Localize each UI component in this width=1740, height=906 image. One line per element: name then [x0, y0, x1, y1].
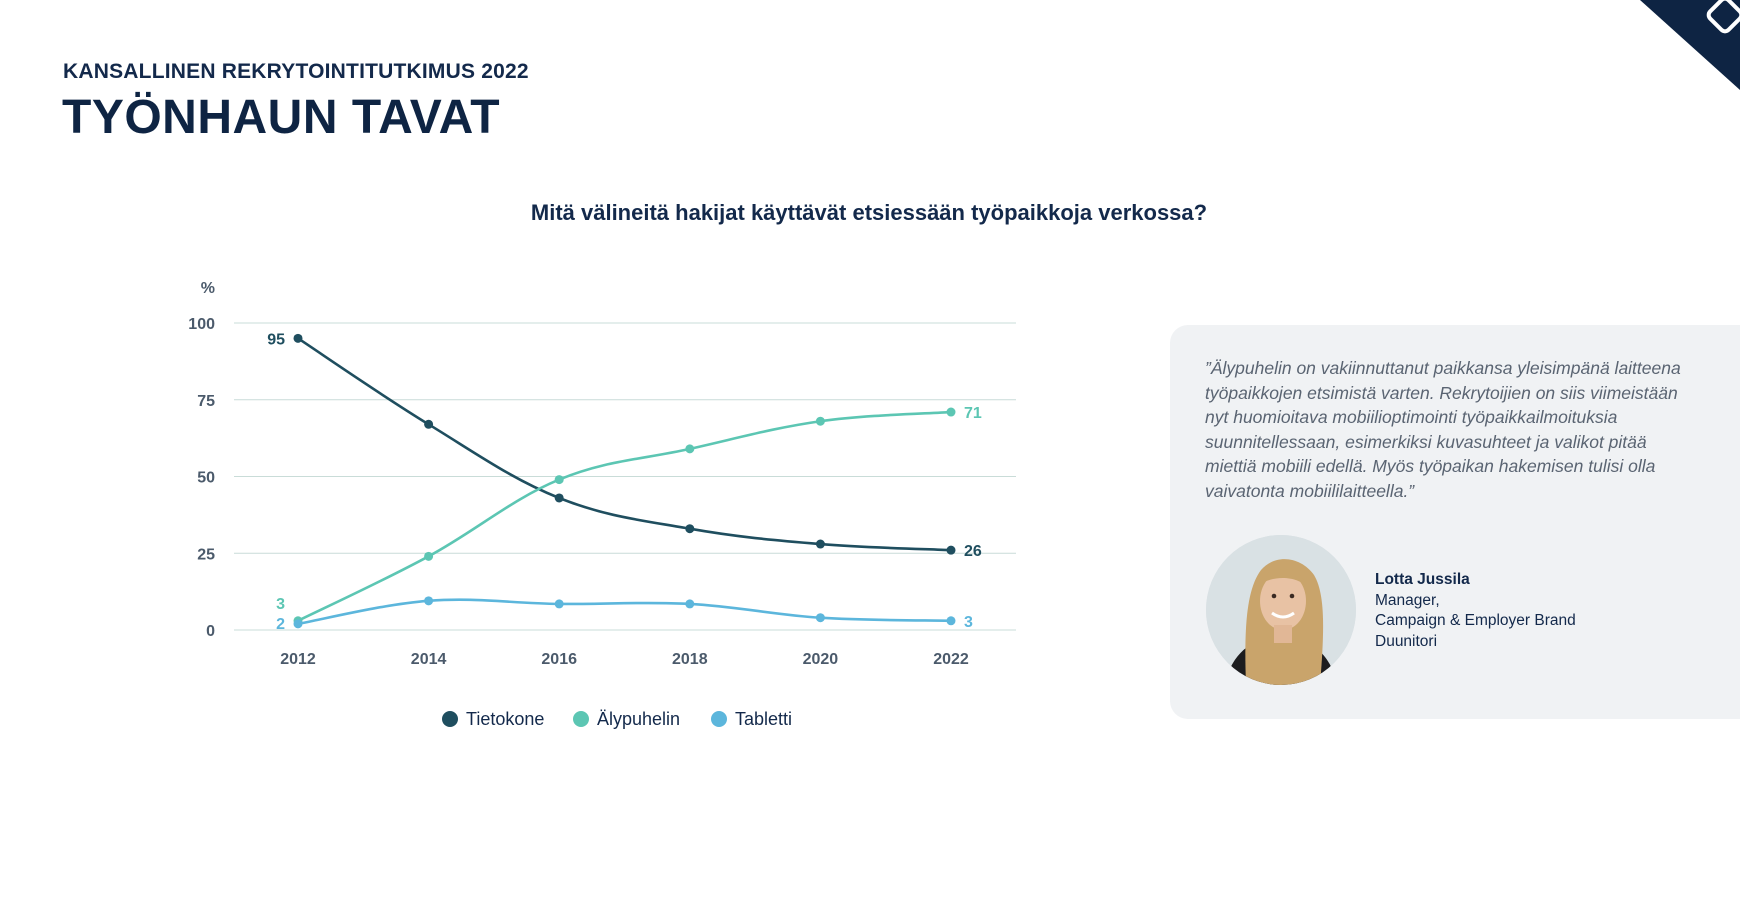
y-tick-label-25: 25	[197, 546, 215, 563]
data-label-tietokone-2012: 95	[267, 331, 285, 348]
data-point-tietokone-2018	[685, 524, 695, 534]
data-point--lypuhelin-2016	[554, 475, 564, 485]
legend-label-tabletti: Tabletti	[735, 709, 792, 729]
y-tick-label-100: 100	[188, 316, 215, 333]
legend-label-tietokone: Tietokone	[466, 709, 544, 729]
data-label-tietokone-2022: 26	[964, 543, 982, 560]
data-point--lypuhelin-2022	[946, 407, 956, 417]
data-point-tabletti-2018	[685, 599, 695, 609]
x-tick-label-2022: 2022	[933, 651, 969, 668]
data-label--lypuhelin-2012: 3	[276, 596, 285, 613]
x-tick-label-2016: 2016	[541, 651, 577, 668]
data-point-tietokone-2012	[293, 333, 303, 343]
data-point-tietokone-2022	[946, 545, 956, 555]
brand-logo-corner	[1640, 0, 1740, 90]
series-line-tietokone	[297, 337, 952, 552]
person-portrait-icon	[1206, 535, 1356, 685]
data-label-tabletti-2022: 3	[964, 614, 973, 631]
series-line--lypuhelin	[297, 410, 952, 622]
person-team: Campaign & Employer Brand	[1375, 612, 1576, 629]
data-point--lypuhelin-2020	[815, 416, 825, 426]
report-kicker: KANSALLINEN REKRYTOINTITUTKIMUS 2022	[63, 60, 529, 83]
data-point--lypuhelin-2014	[424, 551, 434, 561]
quote-text: ”Älypuhelin on vakiinnuttanut paikkansa …	[1205, 358, 1681, 501]
data-point-tabletti-2012	[293, 619, 303, 629]
data-point-tabletti-2022	[946, 616, 956, 626]
data-point-tietokone-2016	[554, 493, 564, 503]
data-point-tietokone-2020	[815, 539, 825, 549]
page-title: TYÖNHAUN TAVAT	[62, 91, 501, 144]
x-tick-label-2020: 2020	[803, 651, 839, 668]
data-point-tabletti-2020	[815, 613, 825, 623]
person-name: Lotta Jussila	[1375, 571, 1470, 588]
y-tick-label-0: 0	[206, 623, 215, 640]
data-point--lypuhelin-2018	[685, 444, 695, 454]
chart-title: Mitä välineitä hakijat käyttävät etsiess…	[0, 200, 1740, 226]
data-point-tabletti-2014	[424, 596, 434, 606]
x-tick-label-2018: 2018	[672, 651, 708, 668]
legend-label--lypuhelin: Älypuhelin	[597, 709, 680, 729]
x-tick-label-2012: 2012	[280, 651, 316, 668]
legend-marker-tietokone	[442, 711, 458, 727]
data-point-tietokone-2014	[424, 419, 434, 429]
series-line-tabletti	[297, 598, 952, 626]
person-info: Lotta Jussila Manager, Campaign & Employ…	[1375, 570, 1576, 652]
y-tick-label-50: 50	[197, 470, 215, 487]
data-point-tabletti-2016	[554, 599, 564, 609]
data-label-tabletti-2012: 2	[276, 616, 285, 633]
person-company: Duunitori	[1375, 632, 1438, 650]
person-avatar	[1206, 535, 1356, 685]
data-label--lypuhelin-2022: 71	[964, 405, 982, 422]
person-role: Manager,	[1375, 591, 1440, 609]
x-tick-label-2014: 2014	[411, 651, 447, 668]
y-axis-label: %	[201, 280, 215, 297]
chart-title-text: Mitä välineitä hakijat käyttävät etsiess…	[530, 200, 1208, 225]
y-tick-label-75: 75	[197, 393, 215, 410]
legend-marker--lypuhelin	[573, 711, 589, 727]
legend-marker-tabletti	[711, 711, 727, 727]
